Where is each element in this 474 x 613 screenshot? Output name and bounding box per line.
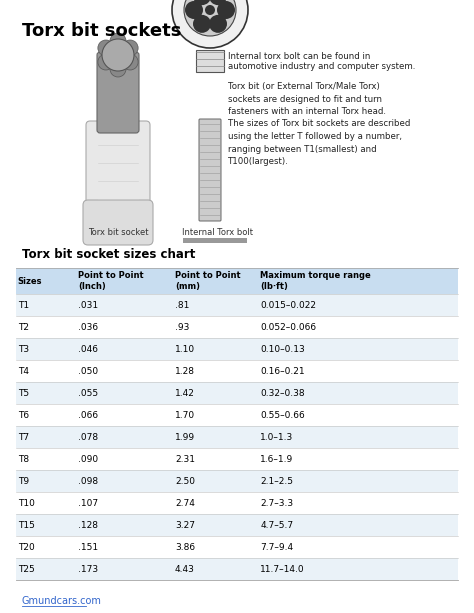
FancyBboxPatch shape	[16, 316, 458, 338]
Circle shape	[217, 1, 235, 19]
Text: Torx bit sockets: Torx bit sockets	[22, 22, 182, 40]
Text: T9: T9	[18, 476, 29, 485]
Text: T15: T15	[18, 520, 35, 530]
FancyBboxPatch shape	[16, 338, 458, 360]
Text: T20: T20	[18, 543, 35, 552]
Text: Sizes: Sizes	[18, 276, 42, 286]
Text: Point to Point
(mm): Point to Point (mm)	[175, 271, 241, 291]
Text: .098: .098	[78, 476, 98, 485]
Text: .066: .066	[78, 411, 98, 419]
Text: 1.99: 1.99	[175, 433, 195, 441]
Text: Maximum torque range
(lb·ft): Maximum torque range (lb·ft)	[260, 271, 371, 291]
Text: 2.50: 2.50	[175, 476, 195, 485]
Circle shape	[172, 0, 248, 48]
Text: .107: .107	[78, 498, 98, 508]
Text: 2.74: 2.74	[175, 498, 195, 508]
Text: 0.052–0.066: 0.052–0.066	[260, 322, 317, 332]
Circle shape	[193, 15, 211, 33]
Circle shape	[209, 0, 227, 5]
Circle shape	[184, 0, 236, 36]
FancyBboxPatch shape	[16, 268, 458, 294]
Text: .050: .050	[78, 367, 98, 376]
Text: .93: .93	[175, 322, 190, 332]
Text: T8: T8	[18, 454, 29, 463]
Circle shape	[209, 15, 227, 33]
FancyBboxPatch shape	[16, 360, 458, 382]
Text: Gmundcars.com: Gmundcars.com	[22, 596, 102, 606]
Text: 2.1–2.5: 2.1–2.5	[260, 476, 293, 485]
Text: .128: .128	[78, 520, 98, 530]
FancyBboxPatch shape	[16, 382, 458, 404]
Text: T4: T4	[18, 367, 28, 376]
Text: Torx bit (or External Torx/Male Torx)
sockets are designed to fit and turn
faste: Torx bit (or External Torx/Male Torx) so…	[228, 82, 410, 166]
Text: 0.32–0.38: 0.32–0.38	[260, 389, 305, 397]
Text: 1.42: 1.42	[175, 389, 195, 397]
Text: T7: T7	[18, 433, 29, 441]
Text: 2.7–3.3: 2.7–3.3	[260, 498, 293, 508]
Text: Torx bit socket sizes chart: Torx bit socket sizes chart	[22, 248, 195, 261]
Text: 1.0–1.3: 1.0–1.3	[260, 433, 293, 441]
Text: T25: T25	[18, 565, 35, 574]
Text: 0.015–0.022: 0.015–0.022	[260, 300, 316, 310]
Circle shape	[102, 39, 134, 71]
FancyBboxPatch shape	[16, 294, 458, 316]
Circle shape	[205, 5, 215, 15]
Text: .151: .151	[78, 543, 98, 552]
Text: 1.70: 1.70	[175, 411, 195, 419]
FancyBboxPatch shape	[16, 536, 458, 558]
Text: 0.10–0.13: 0.10–0.13	[260, 345, 305, 354]
FancyBboxPatch shape	[183, 238, 247, 243]
FancyBboxPatch shape	[196, 50, 224, 72]
FancyBboxPatch shape	[86, 121, 150, 229]
Text: .031: .031	[78, 300, 98, 310]
Text: .173: .173	[78, 565, 98, 574]
Text: 1.10: 1.10	[175, 345, 195, 354]
Text: 0.55–0.66: 0.55–0.66	[260, 411, 305, 419]
FancyBboxPatch shape	[97, 52, 139, 133]
FancyBboxPatch shape	[16, 426, 458, 448]
Text: 2.31: 2.31	[175, 454, 195, 463]
Text: .055: .055	[78, 389, 98, 397]
FancyBboxPatch shape	[16, 470, 458, 492]
Text: 3.86: 3.86	[175, 543, 195, 552]
Text: T6: T6	[18, 411, 29, 419]
Text: 1.6–1.9: 1.6–1.9	[260, 454, 293, 463]
Text: Internal Torx bolt: Internal Torx bolt	[182, 228, 254, 237]
FancyBboxPatch shape	[199, 119, 221, 221]
Text: 0.16–0.21: 0.16–0.21	[260, 367, 305, 376]
FancyBboxPatch shape	[16, 404, 458, 426]
Text: Torx bit socket: Torx bit socket	[88, 228, 148, 237]
Text: .046: .046	[78, 345, 98, 354]
Text: 1.28: 1.28	[175, 367, 195, 376]
Circle shape	[185, 1, 203, 19]
Text: 4.43: 4.43	[175, 565, 195, 574]
FancyBboxPatch shape	[16, 558, 458, 580]
Text: 3.27: 3.27	[175, 520, 195, 530]
Text: T3: T3	[18, 345, 29, 354]
Text: .090: .090	[78, 454, 98, 463]
Circle shape	[122, 40, 138, 56]
Text: Internal torx bolt can be found in
automotive industry and computer system.: Internal torx bolt can be found in autom…	[228, 52, 415, 71]
Text: T1: T1	[18, 300, 29, 310]
FancyBboxPatch shape	[16, 448, 458, 470]
Circle shape	[98, 54, 114, 70]
Text: 4.7–5.7: 4.7–5.7	[260, 520, 293, 530]
Circle shape	[110, 33, 126, 49]
Circle shape	[98, 40, 114, 56]
Text: .036: .036	[78, 322, 98, 332]
FancyBboxPatch shape	[16, 514, 458, 536]
FancyBboxPatch shape	[16, 492, 458, 514]
Text: T5: T5	[18, 389, 29, 397]
Circle shape	[110, 61, 126, 77]
Text: T2: T2	[18, 322, 28, 332]
Text: 11.7–14.0: 11.7–14.0	[260, 565, 305, 574]
Text: T10: T10	[18, 498, 35, 508]
FancyBboxPatch shape	[83, 200, 153, 245]
Circle shape	[193, 0, 211, 5]
Text: .81: .81	[175, 300, 190, 310]
Text: .078: .078	[78, 433, 98, 441]
Text: Point to Point
(Inch): Point to Point (Inch)	[78, 271, 144, 291]
Circle shape	[122, 54, 138, 70]
Text: 7.7–9.4: 7.7–9.4	[260, 543, 293, 552]
